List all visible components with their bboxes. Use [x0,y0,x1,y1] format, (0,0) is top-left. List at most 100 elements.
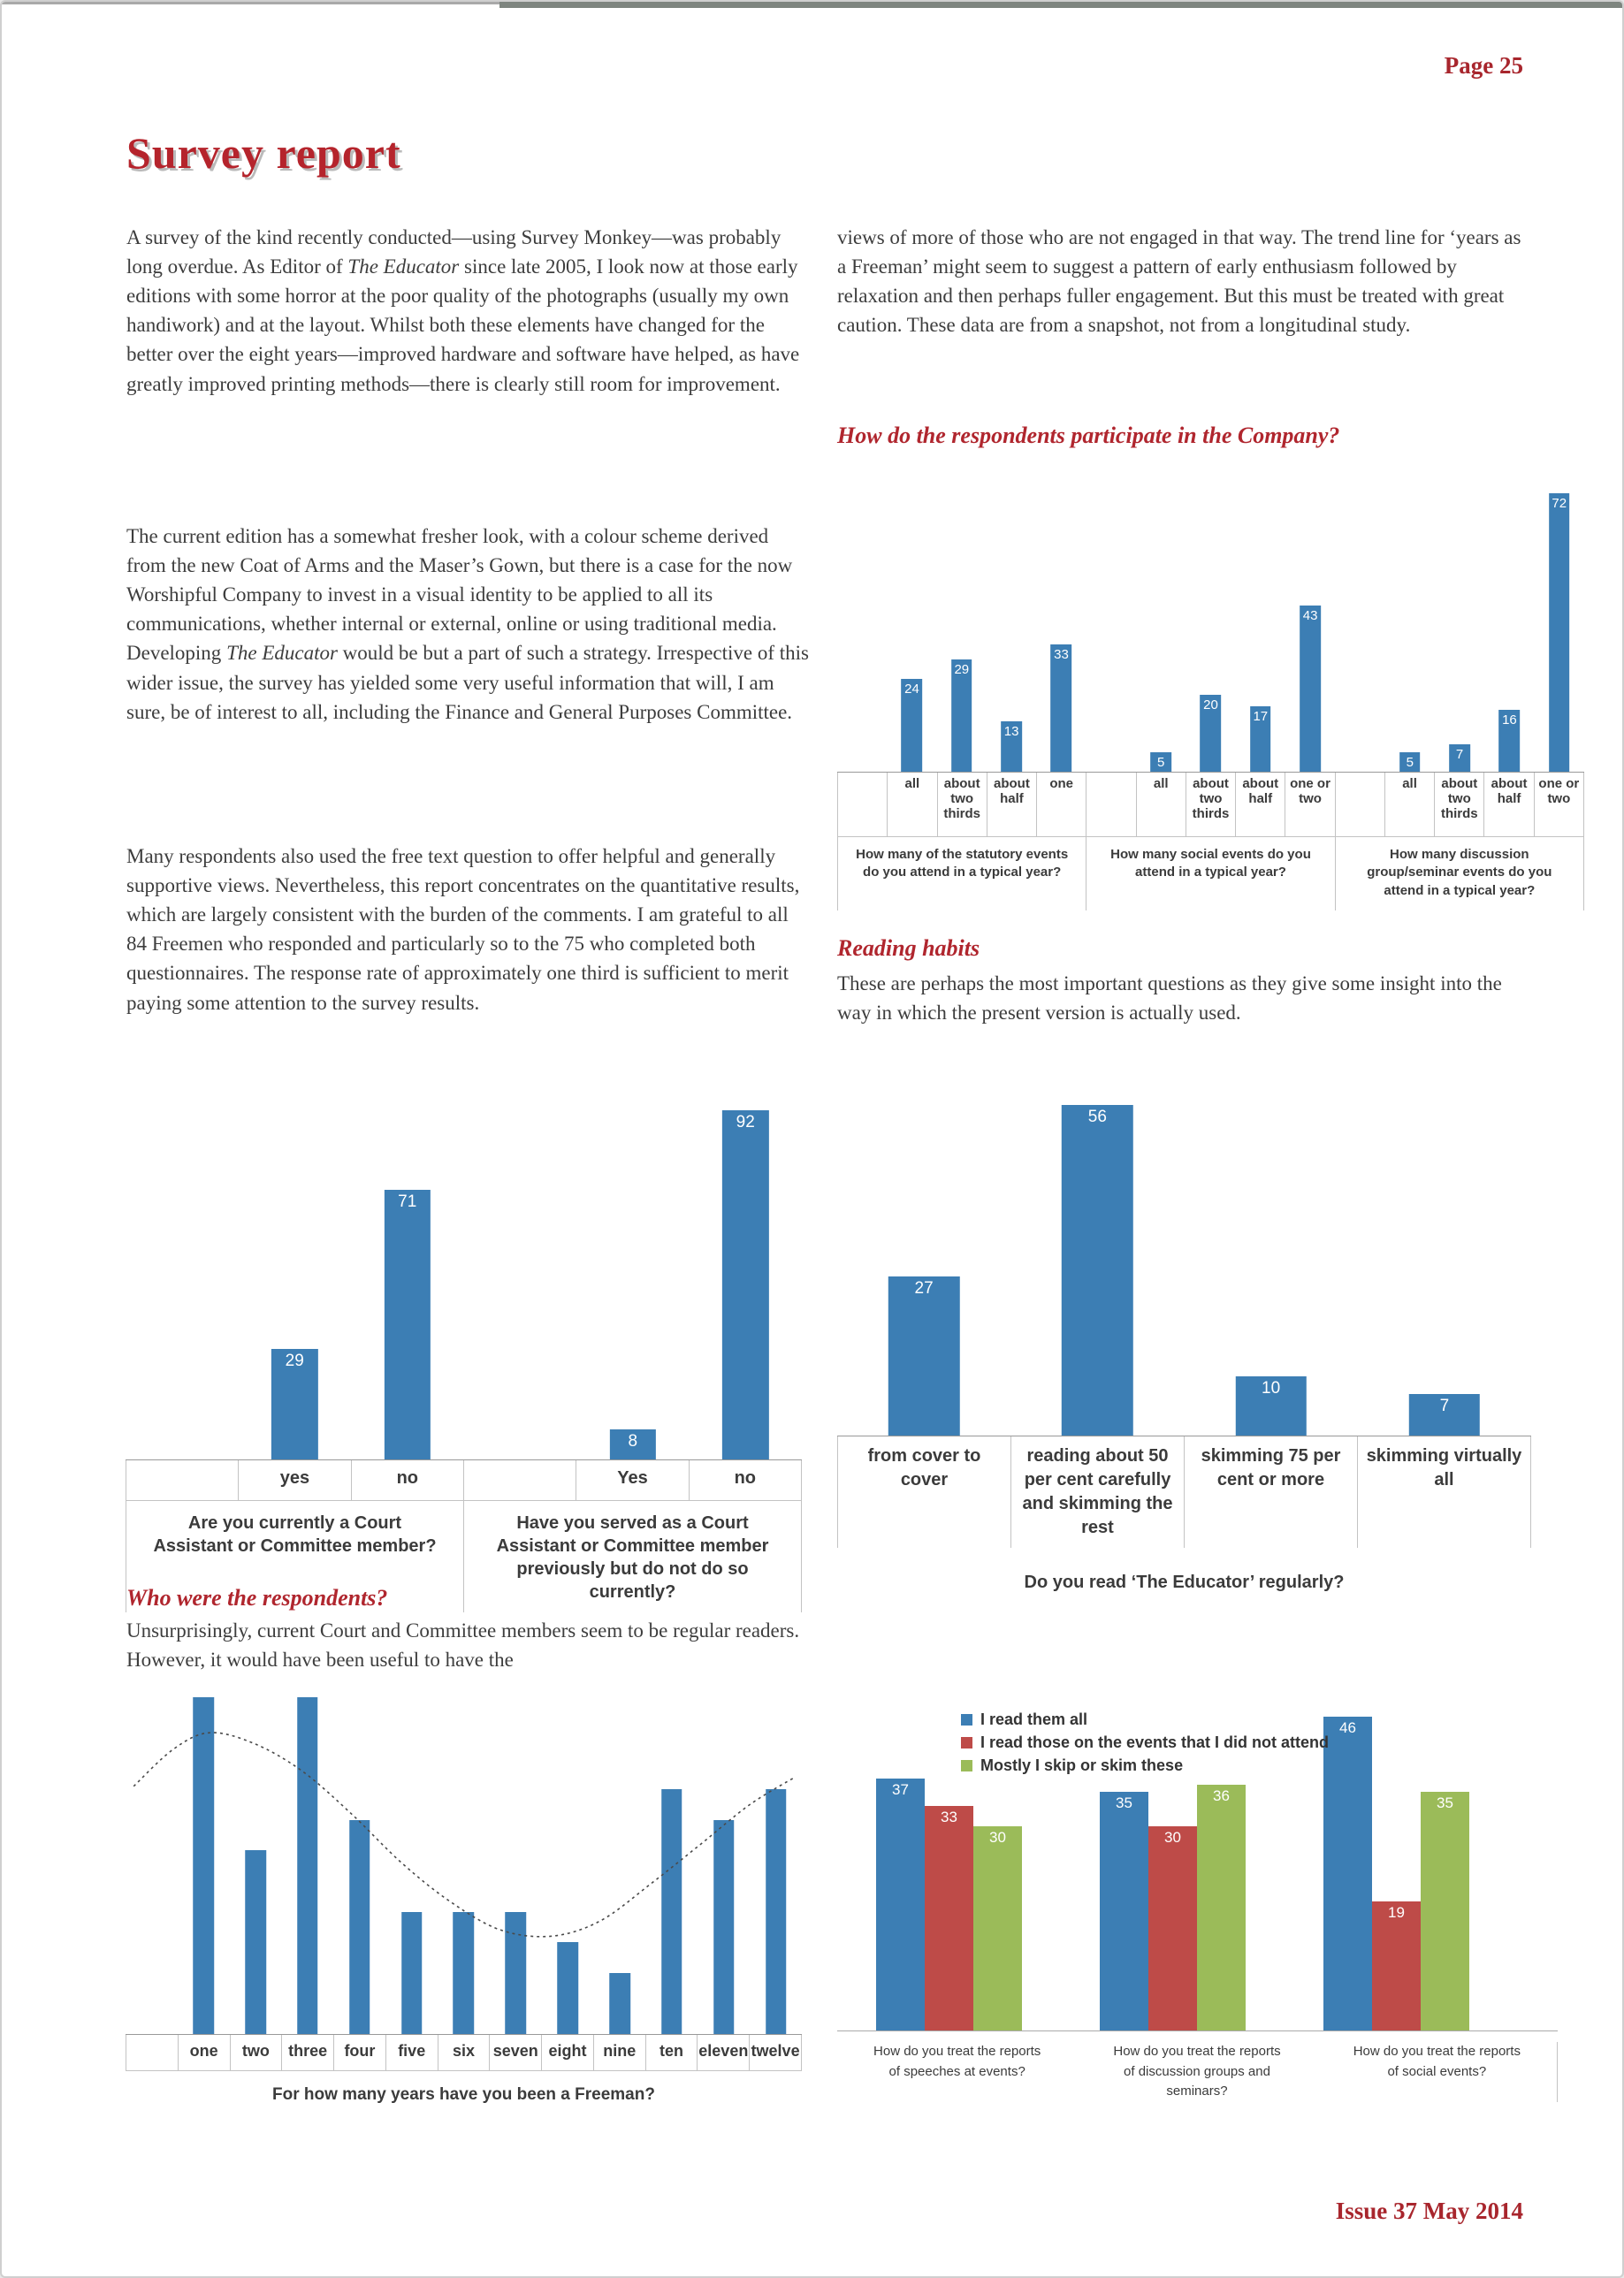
bar: 13 [1001,721,1022,772]
bar: 19 [1372,1901,1421,2030]
chart-column [230,1688,282,2034]
chart-column: 43 [1285,478,1335,772]
italic-text-run: The Educator [226,642,338,665]
group-question-row: How many of the statutory events do you … [837,837,1584,910]
bar: 30 [1148,1826,1197,2030]
category-label: one or two [1285,773,1334,836]
bar: 7 [1449,744,1470,772]
category-label: about two thirds [1185,773,1235,836]
group-question: How do you treat the reports of social e… [1317,2042,1558,2102]
bar-value-label: 29 [954,662,970,677]
bar-value-label: 7 [1439,1397,1450,1415]
chart-plot-area: 24 29 13 33 5 20 17 43 5 7 16 72 [837,478,1584,773]
bar-value-label: 5 [1406,755,1414,770]
chart-column [645,1688,698,2034]
bar [349,1820,370,2034]
bar [557,1942,578,2034]
bar: 29 [271,1349,318,1459]
category-label [837,773,887,836]
category-label [126,2035,178,2070]
category-label: four [333,2035,385,2070]
bar-value-label: 71 [398,1192,417,1211]
group-question: How do you treat the reports of speeches… [873,2044,1041,2079]
chart-plot-area [126,1688,802,2035]
category-label: six [437,2035,490,2070]
chart-column [126,1099,239,1459]
category-label: all [1384,773,1434,836]
category-label: one [1036,773,1086,836]
bar [609,1973,630,2034]
legend-swatch-icon [961,1737,972,1748]
category-label: twelve [749,2035,802,2070]
group-question: How do you treat the reports of discussi… [1113,2044,1281,2099]
chart-column [333,1688,385,2034]
category-axis: from cover to cover reading about 50 per … [837,1436,1531,1548]
italic-text-run: The Educator [347,255,460,278]
bar-value-label: 92 [736,1113,755,1131]
axis-title: Do you read ‘The Educator’ regularly? [1024,1573,1345,1592]
bar: 5 [1399,752,1421,772]
bar [713,1820,735,2034]
page-title: Survey report [126,128,401,178]
chart-column [1335,478,1384,772]
category-label: eight [541,2035,593,2070]
legend-swatch-icon [961,1760,972,1771]
bar-value-label: 46 [1339,1719,1356,1736]
chart-plot-area: 37 33 30 35 30 36 46 19 35 I read them all I read … [837,1703,1558,2031]
chart-participation: 24 29 13 33 5 20 17 43 5 7 16 72 all about two thirds… [837,478,1584,910]
bar-value-label: 30 [1164,1829,1181,1846]
bar [245,1850,266,2034]
category-label: skimming virtually all [1357,1436,1531,1548]
bar: 56 [1062,1105,1133,1436]
category-label [462,1460,576,1500]
category-axis: all about two thirds about half one all about… [837,773,1584,837]
bar: 33 [1050,644,1072,772]
chart-column [385,1688,438,2034]
bar-value-label: 37 [892,1781,909,1798]
category-label: all [887,773,936,836]
group-question: How many of the statutory events do you … [837,837,1086,910]
paragraph-survey-intro: A survey of the kind recently conducted—… [126,223,805,399]
category-label: nine [592,2035,645,2070]
category-label: three [281,2035,333,2070]
bar: 7 [1408,1394,1481,1436]
chart-column: 5 [1385,478,1435,772]
bar-value-label: 13 [1003,724,1019,739]
category-label: about half [986,773,1036,836]
chart-read-regularly: 27 56 10 7 from cover to cover reading about … [837,1093,1531,1593]
group-question: How many social events do you attend in … [1086,837,1334,910]
legend: I read them all I read those on the event… [961,1710,1329,1775]
category-label: eleven [697,2035,749,2070]
heading-participation: How do the respondents participate in th… [837,423,1340,448]
bar-value-label: 8 [628,1432,638,1451]
bar-value-label: 20 [1203,697,1218,712]
bar-value-label: 43 [1302,608,1318,623]
category-label: Yes [576,1460,688,1500]
chart-column: 24 [887,478,936,772]
category-label: reading about 50 per cent carefully and … [1010,1436,1184,1548]
chart-column: 17 [1236,478,1285,772]
bar: 30 [973,1826,1022,2030]
group-question: Have you served as a Court Assistant or … [463,1501,802,1612]
bar-value-label: 72 [1552,496,1567,511]
chart-column [282,1688,334,2034]
bar: 5 [1150,752,1171,772]
bar: 35 [1100,1792,1148,2030]
chart-column [594,1688,646,2034]
bar-value-label: 17 [1253,709,1269,724]
chart-column: 27 [837,1093,1010,1436]
chart-column: 13 [987,478,1036,772]
legend-label: I read them all [980,1710,1088,1728]
chart-column: 29 [239,1099,352,1459]
bar-groups: 37 33 30 35 30 36 46 19 35 [876,1703,1469,2030]
text-run: The current edition has a somewhat fresh… [126,525,793,665]
bar-value-label: 27 [914,1279,934,1298]
chart-column: 20 [1186,478,1235,772]
category-label: from cover to cover [837,1436,1010,1548]
category-label [1086,773,1135,836]
bar [193,1697,215,2034]
chart-column: 29 [937,478,987,772]
paragraph-reading-habits: These are perhaps the most important que… [837,972,1502,1025]
bar: 16 [1498,710,1521,772]
bar-value-label: 19 [1388,1904,1405,1921]
